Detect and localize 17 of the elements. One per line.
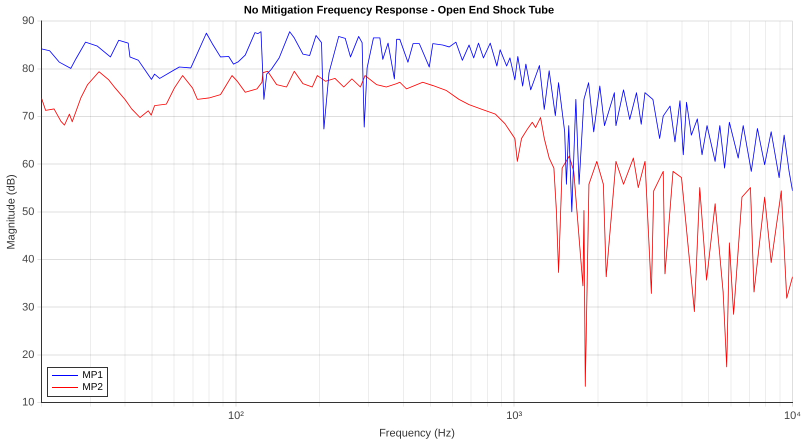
y-tick-label: 10 <box>22 396 34 409</box>
y-tick-label: 90 <box>22 15 34 28</box>
legend-label: MP2 <box>82 382 103 394</box>
y-tick-label: 50 <box>22 206 34 218</box>
y-tick-label: 60 <box>22 158 34 170</box>
y-tick-label: 70 <box>22 110 34 123</box>
y-tick-label: 80 <box>22 62 34 75</box>
y-axis-title: Magnitude (dB) <box>6 174 18 250</box>
x-axis-title: Frequency (Hz) <box>379 427 455 440</box>
legend-label: MP1 <box>82 370 103 382</box>
y-tick-label: 40 <box>22 254 34 266</box>
x-tick-label: 10⁴ <box>784 410 802 422</box>
chart-title: No Mitigation Frequency Response - Open End Shock Tube <box>244 4 554 17</box>
y-tick-label: 30 <box>22 301 34 314</box>
x-tick-label: 10³ <box>506 410 523 422</box>
x-tick-label: 10² <box>228 410 244 422</box>
y-tick-label: 20 <box>22 348 34 361</box>
